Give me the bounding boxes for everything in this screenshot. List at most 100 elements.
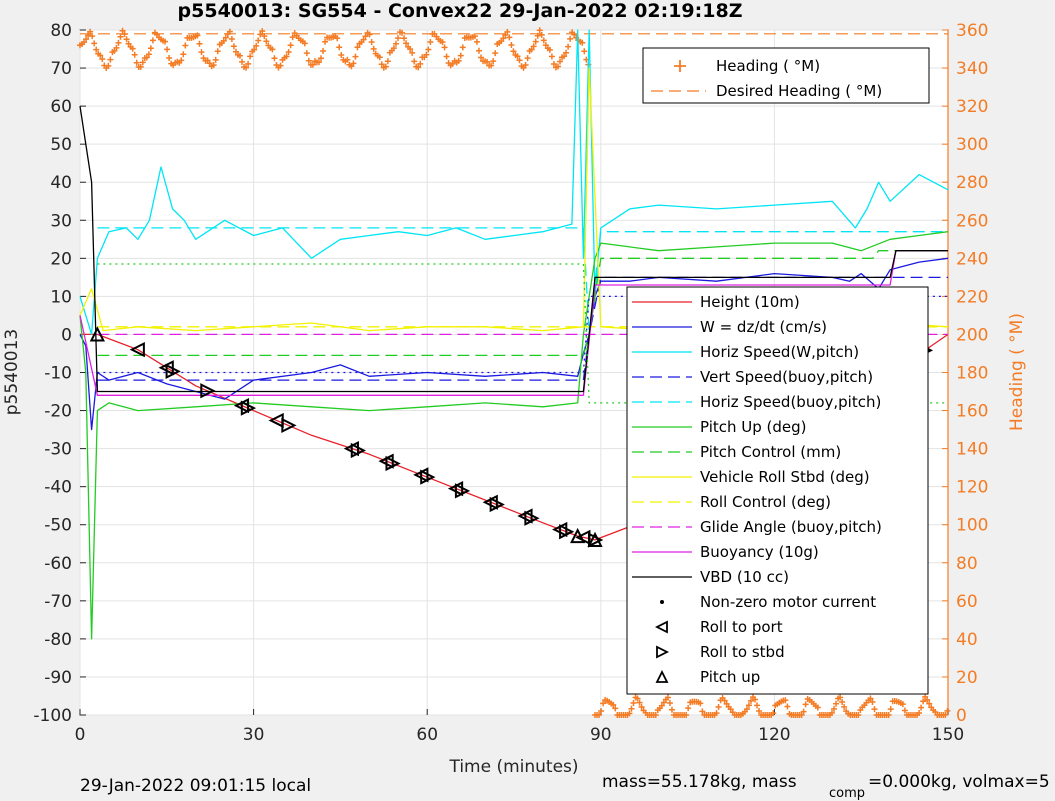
heading-point <box>802 701 809 708</box>
heading-point <box>259 28 266 35</box>
series-vbd <box>79 106 948 393</box>
legend-label: Horiz Speed(buoy,pitch) <box>700 393 881 411</box>
heading-point <box>228 36 235 43</box>
x-tick-label: 60 <box>416 725 438 745</box>
heading-point <box>93 46 100 53</box>
heading-point <box>557 58 564 65</box>
heading-point <box>119 27 126 34</box>
y-tick-label: -100 <box>33 706 72 726</box>
heading-point <box>727 706 734 713</box>
heading-point <box>475 47 482 54</box>
heading-point <box>243 64 250 71</box>
heading-point <box>378 61 385 68</box>
series-pitch <box>79 231 949 640</box>
heading-legend-label: Desired Heading ( °M) <box>716 82 882 100</box>
heading-point <box>164 46 171 53</box>
x-tick-label: 150 <box>932 725 964 745</box>
heading-point <box>540 37 547 44</box>
heading-point <box>683 712 690 718</box>
y2-axis-label: Heading ( °M) <box>1007 313 1027 431</box>
heading-point <box>932 708 939 715</box>
x-tick-label: 0 <box>75 725 86 745</box>
series-w <box>79 257 949 431</box>
legend-swatch <box>656 645 670 659</box>
footer-mass-comp: comp <box>829 786 865 801</box>
heading-point <box>855 712 862 718</box>
roll-stbd-marker <box>281 417 297 434</box>
heading-point <box>612 705 619 712</box>
heading-point <box>524 55 531 62</box>
heading-point <box>376 54 383 61</box>
heading-point <box>837 694 844 701</box>
heading-point <box>502 31 509 38</box>
heading-point <box>828 709 835 716</box>
footer: 29-Jan-2022 09:01:15 local mass=55.178kg… <box>80 772 1050 801</box>
heading-point <box>350 60 357 67</box>
heading-point <box>548 53 555 60</box>
heading-point <box>747 697 754 704</box>
heading-point <box>490 58 497 65</box>
right-axis-ticks: 0 20 40 60 80 100 120 140 160 180 200 220 240 260 280 3… <box>942 21 988 726</box>
heading-point <box>546 46 553 53</box>
y2-tick-label: 240 <box>956 249 988 269</box>
y-tick-label: -40 <box>44 478 72 498</box>
heading-point <box>129 45 136 52</box>
legend-label: Height (10m) <box>700 293 800 311</box>
legend-label: Roll to stbd <box>700 643 785 661</box>
heading-point <box>638 703 645 710</box>
heading-point <box>318 55 325 62</box>
heading-point <box>212 56 219 63</box>
heading-point <box>305 57 312 64</box>
y2-tick-label: 60 <box>956 592 978 612</box>
heading-point <box>926 700 933 707</box>
heading-point <box>263 38 270 45</box>
y2-tick-label: 220 <box>956 287 988 307</box>
y2-tick-label: 100 <box>956 516 988 536</box>
heading-point <box>352 53 359 60</box>
heading-point <box>457 52 464 59</box>
heading-point <box>239 58 246 65</box>
footer-local-time: 29-Jan-2022 09:01:15 local <box>80 776 311 796</box>
chart-title: p5540013: SG554 - Convex22 29-Jan-2022 0… <box>178 0 743 22</box>
heading-point <box>439 39 446 46</box>
heading-point <box>131 51 138 58</box>
heading-point <box>123 36 130 43</box>
heading-point <box>107 56 114 63</box>
y2-tick-label: 40 <box>956 630 978 650</box>
heading-point <box>887 706 894 713</box>
main-legend: Height (10m) W = dz/dt (cm/s) Horiz Speed(… <box>626 286 929 695</box>
y-tick-label: -50 <box>44 516 72 536</box>
roll-stbd-marker <box>420 469 436 485</box>
heading-legend-label: Heading ( °M) <box>716 57 820 75</box>
y-tick-label: 60 <box>50 97 72 117</box>
heading-point <box>315 59 322 66</box>
heading-point <box>752 696 759 703</box>
legend-label: Horiz Speed(W,pitch) <box>700 343 859 361</box>
heading-point <box>271 55 278 62</box>
y-axis-label: p5540013 <box>2 329 22 416</box>
heading-point <box>178 57 185 64</box>
heading-point <box>664 694 671 701</box>
heading-point <box>831 705 838 712</box>
heading-point <box>194 32 201 39</box>
heading-point <box>237 52 244 59</box>
y-tick-label: -80 <box>44 630 72 650</box>
heading-point <box>484 58 491 65</box>
y2-tick-label: 300 <box>956 135 988 155</box>
heading-point <box>220 37 227 44</box>
heading-point <box>532 38 539 45</box>
heading-point <box>473 38 480 45</box>
heading-point <box>287 42 294 49</box>
heading-legend-swatch <box>674 60 686 72</box>
y-tick-label: 30 <box>50 211 72 231</box>
heading-point <box>916 710 923 717</box>
heading-legend: Heading ( °M) Desired Heading ( °M) <box>642 47 930 104</box>
heading-point <box>427 39 434 46</box>
y-tick-label: 0 <box>61 325 72 345</box>
legend-label: Buoyancy (10g) <box>700 543 819 561</box>
heading-point <box>721 697 728 704</box>
heading-point <box>901 707 908 714</box>
y2-tick-label: 340 <box>956 59 988 79</box>
heading-point <box>133 59 140 66</box>
heading-point <box>492 50 499 57</box>
